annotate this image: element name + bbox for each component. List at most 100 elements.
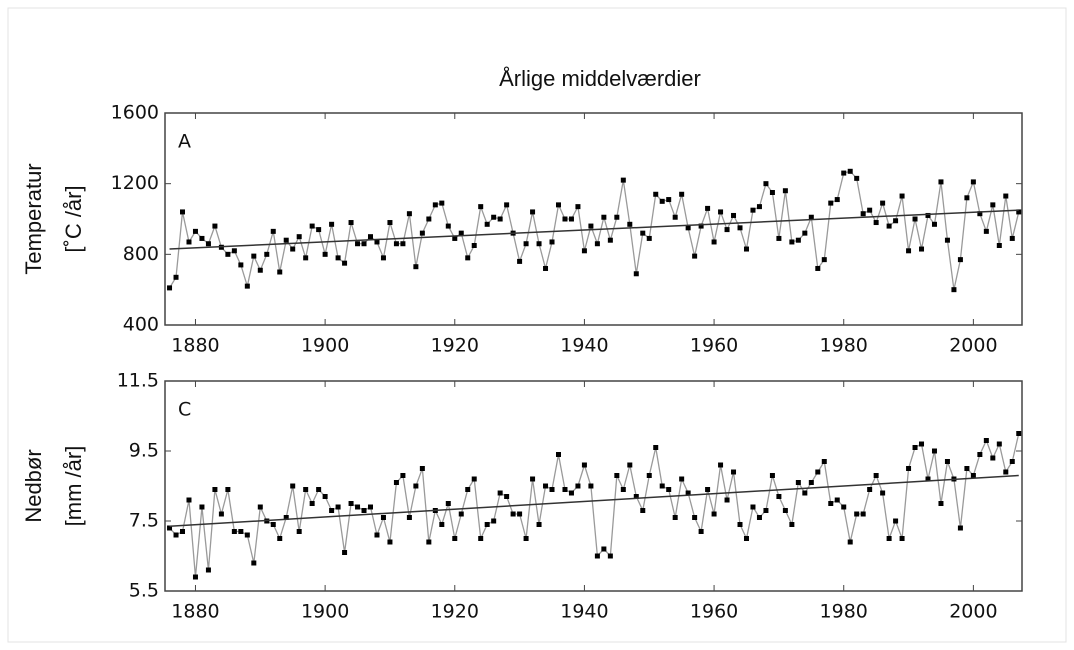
- data-line: [168, 170, 1020, 290]
- data-point: [672, 515, 678, 520]
- data-point: [491, 214, 497, 220]
- data-point: [666, 197, 672, 203]
- data-point: [847, 539, 853, 545]
- data-point: [180, 209, 186, 215]
- panel-label: C: [178, 399, 191, 421]
- data-point: [387, 220, 393, 226]
- data-point: [718, 209, 724, 215]
- data-point: [685, 225, 691, 231]
- data-point: [277, 536, 283, 541]
- data-point: [867, 487, 873, 492]
- data-point: [510, 511, 516, 517]
- data-point: [912, 445, 918, 450]
- data-point: [361, 241, 367, 247]
- data-point: [705, 205, 711, 211]
- data-point: [886, 536, 892, 541]
- data-point: [432, 202, 438, 208]
- data-point: [523, 536, 529, 541]
- data-point: [834, 497, 840, 503]
- data-point: [555, 202, 561, 208]
- data-point: [996, 441, 1002, 447]
- data-point: [919, 246, 925, 252]
- y-tick-label: 9.5: [129, 440, 159, 462]
- data-point: [925, 476, 931, 482]
- data-point: [290, 246, 296, 252]
- data-point: [413, 264, 419, 270]
- data-point: [640, 230, 646, 236]
- data-point: [944, 237, 950, 243]
- data-point: [497, 216, 503, 222]
- x-tick-label: 1980: [820, 601, 868, 623]
- data-point: [380, 515, 386, 520]
- data-point: [860, 211, 866, 217]
- data-point: [296, 234, 302, 240]
- data-point: [679, 191, 685, 197]
- data-point: [231, 248, 237, 254]
- data-point: [283, 237, 289, 243]
- data-point: [776, 494, 782, 499]
- y-tick-label: 800: [123, 243, 159, 265]
- data-point: [854, 511, 860, 517]
- data-point: [646, 473, 652, 478]
- data-point: [601, 546, 607, 552]
- data-point: [737, 225, 743, 231]
- data-point: [1003, 469, 1009, 475]
- data-point: [303, 255, 309, 261]
- data-point: [666, 487, 672, 492]
- data-point: [439, 200, 445, 206]
- data-point: [620, 487, 626, 492]
- data-point: [277, 269, 283, 275]
- data-point: [685, 490, 691, 496]
- data-point: [944, 459, 950, 464]
- data-point: [1009, 459, 1015, 464]
- data-point: [199, 235, 205, 241]
- data-point: [309, 223, 315, 229]
- data-point: [880, 200, 886, 206]
- data-point: [374, 239, 380, 245]
- data-point: [802, 230, 808, 236]
- data-point: [335, 255, 341, 261]
- data-point: [530, 209, 536, 215]
- data-point: [186, 497, 192, 503]
- data-point: [614, 473, 620, 478]
- data-point: [899, 193, 905, 199]
- data-point: [549, 487, 555, 492]
- data-point: [782, 188, 788, 194]
- data-point: [491, 518, 497, 524]
- data-point: [322, 251, 328, 257]
- data-point: [841, 170, 847, 176]
- data-point: [465, 487, 471, 492]
- frame: [7, 7, 1067, 643]
- data-point: [374, 532, 380, 538]
- data-point: [192, 228, 198, 234]
- data-point: [964, 195, 970, 201]
- data-point: [607, 553, 613, 559]
- data-point: [873, 220, 879, 226]
- y-tick-label: 1200: [111, 172, 159, 194]
- data-point: [251, 560, 257, 566]
- data-point: [484, 522, 490, 527]
- data-point: [983, 228, 989, 234]
- data-point: [756, 204, 762, 210]
- data-point: [562, 216, 568, 222]
- data-point: [419, 230, 425, 236]
- x-tick-label: 1960: [690, 601, 738, 623]
- data-point: [581, 462, 587, 468]
- data-point: [478, 536, 484, 541]
- data-point: [452, 536, 458, 541]
- data-point: [795, 237, 801, 243]
- data-point: [659, 483, 665, 489]
- data-point: [167, 285, 173, 291]
- data-point: [996, 243, 1002, 248]
- data-point: [970, 179, 976, 185]
- data-point: [575, 483, 581, 489]
- data-point: [471, 243, 477, 248]
- data-point: [212, 487, 218, 492]
- data-point: [679, 476, 685, 482]
- data-point: [342, 550, 348, 555]
- data-point: [769, 473, 775, 478]
- data-point: [257, 504, 263, 510]
- data-point: [815, 265, 821, 271]
- data-point: [834, 197, 840, 203]
- data-point: [711, 511, 717, 517]
